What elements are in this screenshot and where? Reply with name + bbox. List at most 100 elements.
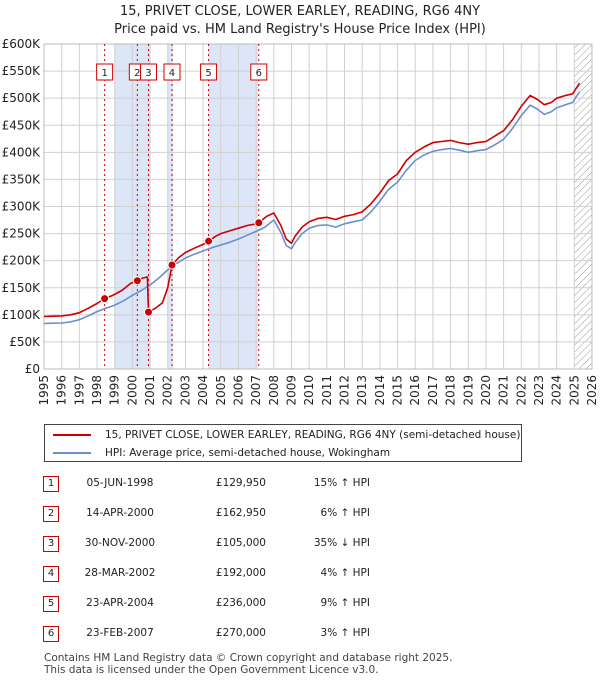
legend-item-property: 15, PRIVET CLOSE, LOWER EARLEY, READING,…	[53, 426, 520, 444]
transaction-date: 14-APR-2000	[86, 507, 154, 519]
y-tick-label: £250K	[2, 227, 42, 241]
transaction-date: 28-MAR-2002	[84, 567, 156, 579]
legend-swatch-property	[53, 434, 91, 436]
y-tick-label: £0	[25, 362, 40, 376]
transaction-point	[143, 307, 153, 317]
y-tick-label: £150K	[2, 281, 42, 295]
legend: 15, PRIVET CLOSE, LOWER EARLEY, READING,…	[44, 424, 522, 462]
y-tick-label: £100K	[2, 308, 42, 322]
transaction-price: £236,000	[215, 597, 266, 609]
x-tick-label: 2014	[373, 375, 387, 406]
transaction-badge: 6	[43, 626, 59, 642]
chart-subtitle: Price paid vs. HM Land Registry's House …	[114, 22, 486, 37]
transaction-date: 23-APR-2004	[86, 597, 154, 609]
transaction-row: 5 23-APR-2004 £236,000 9% ↑ HPI	[0, 596, 600, 616]
transaction-marker-label: 6	[256, 68, 262, 79]
y-tick-label: £400K	[2, 145, 42, 159]
x-tick-label: 2002	[161, 375, 175, 406]
y-tick-label: £350K	[2, 172, 42, 186]
x-tick-label: 1999	[108, 375, 122, 406]
transaction-marker-box	[96, 63, 114, 81]
transaction-price: £162,950	[215, 507, 266, 519]
y-tick-label: £450K	[2, 118, 42, 132]
x-tick-label: 2000	[125, 375, 139, 406]
transaction-point	[100, 294, 110, 304]
transaction-price: £105,000	[215, 537, 266, 549]
transaction-badge: 2	[43, 506, 59, 522]
transaction-point	[254, 218, 264, 228]
transaction-marker-box	[139, 63, 157, 81]
y-tick-label: £50K	[9, 335, 41, 349]
transaction-point	[167, 260, 177, 270]
x-tick-label: 2001	[143, 375, 157, 406]
legend-label-property: 15, PRIVET CLOSE, LOWER EARLEY, READING,…	[105, 429, 521, 441]
transaction-marker-box	[250, 63, 268, 81]
x-tick-label: 1996	[55, 375, 69, 406]
transaction-point	[132, 276, 142, 286]
footer-licence: This data is licensed under the Open Gov…	[44, 664, 379, 676]
x-tick-label: 2009	[284, 375, 298, 406]
transaction-marker-label: 1	[101, 68, 107, 79]
legend-swatch-hpi	[53, 452, 91, 454]
x-tick-label: 2010	[302, 375, 316, 406]
transaction-row: 6 23-FEB-2007 £270,000 3% ↑ HPI	[0, 626, 600, 646]
transaction-hpi: 4% ↑ HPI	[320, 567, 370, 579]
x-tick-label: 1997	[72, 375, 86, 406]
transaction-badge: 1	[43, 476, 59, 492]
x-tick-label: 2020	[479, 375, 493, 406]
transaction-hpi: 15% ↑ HPI	[313, 477, 370, 489]
transaction-marker-label: 2	[134, 68, 140, 79]
x-tick-label: 2008	[267, 375, 281, 406]
transaction-hpi: 3% ↑ HPI	[320, 627, 370, 639]
x-tick-label: 2016	[408, 375, 422, 406]
y-tick-label: £550K	[2, 64, 42, 78]
transaction-price: £270,000	[215, 627, 266, 639]
transaction-row: 4 28-MAR-2002 £192,000 4% ↑ HPI	[0, 566, 600, 586]
plot-border	[43, 43, 593, 370]
transaction-hpi: 35% ↓ HPI	[313, 537, 370, 549]
x-tick-label: 2025	[567, 375, 581, 406]
x-tick-label: 2026	[585, 375, 599, 406]
x-tick-label: 2023	[532, 375, 546, 406]
x-tick-label: 2004	[196, 375, 210, 406]
transaction-hpi: 9% ↑ HPI	[320, 597, 370, 609]
transaction-date: 05-JUN-1998	[86, 477, 154, 489]
x-tick-label: 2021	[497, 375, 511, 406]
x-tick-label: 2018	[444, 375, 458, 406]
y-tick-label: £500K	[2, 91, 42, 105]
transaction-badge: 4	[43, 566, 59, 582]
x-tick-label: 1998	[90, 375, 104, 406]
transaction-marker-label: 5	[205, 68, 211, 79]
x-tick-label: 2015	[391, 375, 405, 406]
y-tick-label: £600K	[2, 37, 42, 51]
transaction-badge: 3	[43, 536, 59, 552]
transaction-marker-box	[163, 63, 181, 81]
transaction-point	[204, 236, 214, 246]
chart-title: 15, PRIVET CLOSE, LOWER EARLEY, READING,…	[119, 4, 481, 19]
x-tick-label: 2007	[249, 375, 263, 406]
transaction-price: £192,000	[215, 567, 266, 579]
y-tick-label: £300K	[2, 200, 42, 214]
legend-item-hpi: HPI: Average price, semi-detached house,…	[53, 444, 390, 462]
x-tick-label: 1995	[37, 375, 51, 406]
transaction-date: 30-NOV-2000	[84, 537, 156, 549]
x-tick-label: 2017	[426, 375, 440, 406]
transaction-row: 3 30-NOV-2000 £105,000 35% ↓ HPI	[0, 536, 600, 556]
x-tick-label: 2005	[214, 375, 228, 406]
x-tick-label: 2022	[514, 375, 528, 406]
y-tick-label: £200K	[2, 254, 42, 268]
legend-label-hpi: HPI: Average price, semi-detached house,…	[105, 447, 391, 459]
transaction-date: 23-FEB-2007	[86, 627, 154, 639]
transaction-badge: 5	[43, 596, 59, 612]
hpi-line	[43, 91, 581, 325]
transaction-hpi: 6% ↑ HPI	[320, 507, 370, 519]
price-chart: £0 £50K £100K £150K £200K £250K £300K £350K £400…	[2, 37, 599, 406]
x-tick-label: 2011	[320, 375, 334, 406]
x-tick-label: 2006	[231, 375, 245, 406]
x-tick-label: 2013	[355, 375, 369, 406]
footer-copyright: Contains HM Land Registry data © Crown c…	[44, 652, 453, 664]
x-tick-label: 2019	[461, 375, 475, 406]
transaction-row: 1 05-JUN-1998 £129,950 15% ↑ HPI	[0, 476, 600, 496]
transaction-price: £129,950	[215, 477, 266, 489]
x-tick-label: 2003	[178, 375, 192, 406]
